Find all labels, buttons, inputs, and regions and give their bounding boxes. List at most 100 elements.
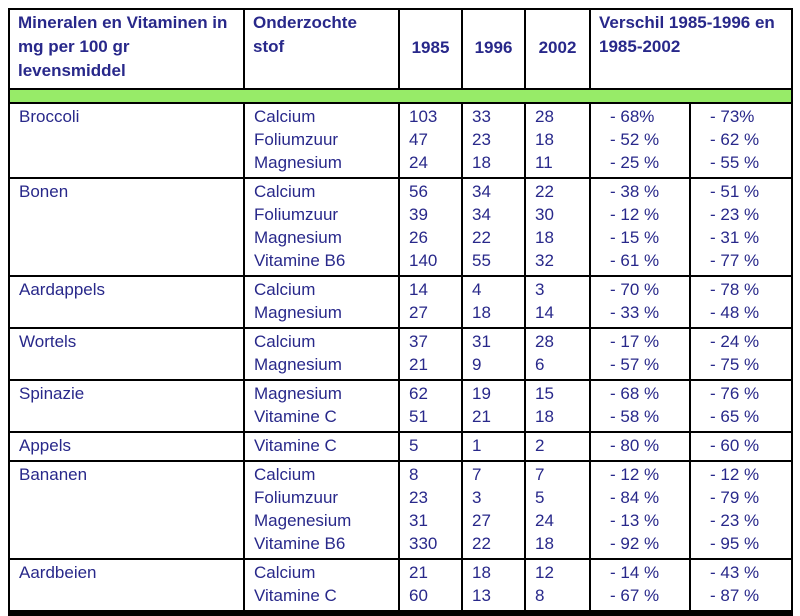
cell-line: 18 — [535, 130, 554, 149]
diff-1985-1996-cell: - 14 % - 67 % — [589, 558, 691, 616]
cell-line: Magnesium — [254, 228, 342, 247]
cell-line: 60 — [409, 586, 428, 605]
cell-line: 55 — [472, 251, 491, 270]
cell-line: Foliumzuur — [254, 130, 339, 149]
substance-cell: Calcium Foliumzuur Magnesium Vitamine B6 — [243, 177, 400, 277]
header-food: Mineralen en Vitaminen in mg per 100 gr … — [8, 8, 245, 90]
cell-line: Calcium — [254, 280, 316, 299]
food-group-row: Spinazie Magnesium Vitamine C 62 51 19 21 15 18-… — [8, 379, 794, 433]
food-group-row: Aardappels Calcium Magnesium 14 27 4 18 3 14- 70… — [8, 275, 794, 329]
cell-line: - 17 % — [610, 332, 660, 351]
cell-line: 21 — [409, 355, 428, 374]
cell-line: Calcium — [254, 107, 316, 126]
cell-line: 8 — [535, 586, 545, 605]
diff-1985-1996-cell: - 68 % - 58 % — [589, 379, 691, 433]
cell-line: 24 — [409, 153, 428, 172]
cell-line: - 43 % — [710, 563, 760, 582]
cell-line: Broccoli — [19, 107, 80, 126]
header-1996: 1996 — [461, 8, 526, 90]
cell-line: Calcium — [254, 182, 316, 201]
cell-line: 28 — [535, 332, 554, 351]
cell-line: - 73% — [710, 107, 755, 126]
cell-line: 18 — [472, 153, 491, 172]
cell-line: - 25 % — [610, 153, 660, 172]
cell-line: 3 — [535, 280, 545, 299]
cell-line: - 61 % — [610, 251, 660, 270]
cell-line: 18 — [535, 228, 554, 247]
food-name-cell: Wortels — [8, 327, 245, 381]
value-1985-cell: 14 27 — [398, 275, 463, 329]
value-2002-cell: 28 6 — [524, 327, 591, 381]
cell-line: Magnesium — [254, 355, 342, 374]
cell-line: 19 — [472, 384, 491, 403]
food-group-row: Broccoli Calcium Foliumzuur Magnesium 103 47 2… — [8, 102, 794, 179]
cell-line: - 78 % — [710, 280, 760, 299]
cell-line: 56 — [409, 182, 428, 201]
cell-line: 12 — [535, 563, 554, 582]
cell-line: 23 — [472, 130, 491, 149]
cell-line: 33 — [472, 107, 491, 126]
separator-bar — [7, 88, 794, 104]
substance-cell: Calcium Vitamine C — [243, 558, 400, 616]
cell-line: 330 — [409, 534, 438, 553]
diff-1985-1996-cell: - 70 % - 33 % — [589, 275, 691, 329]
cell-line: Magnesium — [254, 384, 342, 403]
cell-line: Calcium — [254, 332, 316, 351]
cell-line: 31 — [409, 511, 428, 530]
header-verschil: Verschil 1985-1996 en 1985-2002 — [588, 8, 794, 90]
header-1985: 1985 — [398, 8, 463, 90]
value-2002-cell: 15 18 — [524, 379, 591, 433]
substance-cell: Calcium Magnesium — [243, 327, 400, 381]
cell-line: 2 — [535, 436, 545, 455]
cell-line: - 68% — [610, 107, 655, 126]
cell-line: - 62 % — [710, 130, 760, 149]
value-1996-cell: 34 34 22 55 — [461, 177, 526, 277]
cell-line: 5 — [535, 488, 545, 507]
value-1996-cell: 31 9 — [461, 327, 526, 381]
cell-line: Appels — [19, 436, 71, 455]
substance-cell: Magnesium Vitamine C — [243, 379, 400, 433]
food-name-cell: Aardbeien — [8, 558, 245, 616]
cell-line: 27 — [472, 511, 491, 530]
cell-line: - 38 % — [610, 182, 660, 201]
cell-line: 37 — [409, 332, 428, 351]
diff-1985-2002-cell: - 51 % - 23 % - 31 % - 77 % — [688, 177, 794, 277]
cell-line: - 31 % — [710, 228, 760, 247]
cell-line: - 67 % — [610, 586, 660, 605]
cell-line: Wortels — [19, 332, 77, 351]
cell-line: - 24 % — [710, 332, 760, 351]
substance-cell: Calcium Foliumzuur Magenesium Vitamine B6 — [243, 460, 400, 560]
header-stof: Onderzochte stof — [243, 8, 400, 90]
cell-line: 62 — [409, 384, 428, 403]
header-row: Mineralen en Vitaminen in mg per 100 gr … — [8, 8, 794, 90]
cell-line: 22 — [535, 182, 554, 201]
cell-line: 51 — [409, 407, 428, 426]
value-1985-cell: 62 51 — [398, 379, 463, 433]
cell-line: Magenesium — [254, 511, 352, 530]
separator-row — [7, 88, 794, 104]
cell-line: 21 — [472, 407, 491, 426]
diff-1985-2002-cell: - 78 % - 48 % — [688, 275, 794, 329]
cell-line: 34 — [472, 182, 491, 201]
cell-line: - 68 % — [610, 384, 660, 403]
food-name-cell: Aardappels — [8, 275, 245, 329]
cell-line: Vitamine C — [254, 436, 337, 455]
cell-line: - 95 % — [710, 534, 760, 553]
cell-line: 3 — [472, 488, 482, 507]
diff-1985-1996-cell: - 12 % - 84 % - 13 % - 92 % — [589, 460, 691, 560]
food-name-cell: Bonen — [8, 177, 245, 277]
cell-line: - 57 % — [610, 355, 660, 374]
cell-line: 39 — [409, 205, 428, 224]
cell-line: - 12 % — [710, 465, 760, 484]
cell-line: 18 — [472, 303, 491, 322]
cell-line: - 76 % — [710, 384, 760, 403]
cell-line: - 48 % — [710, 303, 760, 322]
cell-line: Foliumzuur — [254, 205, 339, 224]
food-group-row: Bonen Calcium Foliumzuur Magnesium Vitamine … — [8, 177, 794, 277]
cell-line: 140 — [409, 251, 438, 270]
diff-1985-2002-cell: - 12 % - 79 % - 23 % - 95 % — [688, 460, 794, 560]
value-1996-cell: 1 — [461, 431, 526, 462]
cell-line: 26 — [409, 228, 428, 247]
table-header: Mineralen en Vitaminen in mg per 100 gr … — [7, 8, 794, 104]
cell-line: 18 — [535, 534, 554, 553]
